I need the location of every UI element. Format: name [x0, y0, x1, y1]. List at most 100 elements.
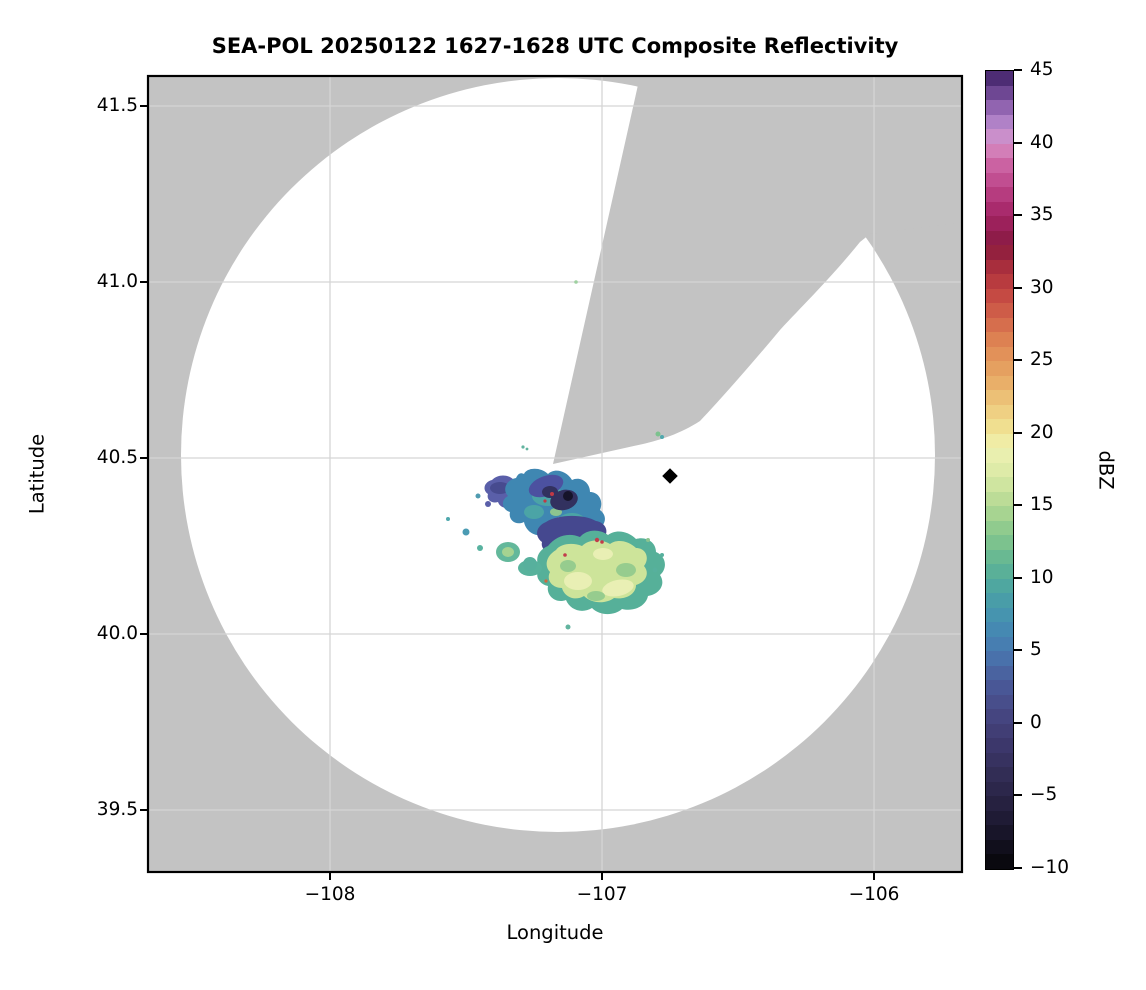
y-tick-label: 39.5: [96, 799, 138, 820]
colorbar-band: [986, 564, 1013, 580]
colorbar-band: [986, 651, 1013, 667]
x-tick-label: −108: [304, 884, 356, 905]
colorbar-band: [986, 346, 1013, 362]
colorbar-band: [986, 288, 1013, 304]
colorbar-band: [986, 361, 1013, 377]
colorbar-band: [986, 433, 1013, 449]
colorbar-label: dBZ: [1094, 450, 1118, 490]
colorbar-tick-mark: [1014, 141, 1022, 144]
colorbar-band: [986, 549, 1013, 565]
colorbar-band: [986, 303, 1013, 319]
colorbar-band: [986, 187, 1013, 203]
colorbar-band: [986, 752, 1013, 768]
colorbar-band: [986, 100, 1013, 116]
colorbar-band: [986, 230, 1013, 246]
colorbar-band: [986, 462, 1013, 478]
colorbar-tick-label: 5: [1030, 639, 1042, 661]
colorbar-band: [986, 738, 1013, 754]
colorbar-tick-mark: [1014, 214, 1022, 217]
colorbar-band: [986, 448, 1013, 464]
colorbar-band: [986, 694, 1013, 710]
colorbar-band: [986, 491, 1013, 507]
colorbar-tick-mark: [1014, 794, 1022, 797]
x-tick-label: −106: [848, 884, 900, 905]
colorbar-tick-mark: [1014, 359, 1022, 362]
colorbar-tick-label: 35: [1030, 204, 1054, 226]
colorbar-tick-mark: [1014, 649, 1022, 652]
colorbar-band: [986, 506, 1013, 522]
colorbar-band: [986, 520, 1013, 536]
blocked-sector: [553, 76, 962, 464]
colorbar-band: [986, 317, 1013, 333]
colorbar-band: [986, 796, 1013, 812]
colorbar-band: [986, 245, 1013, 261]
colorbar-band: [986, 419, 1013, 435]
y-tick-label: 41.0: [96, 271, 138, 292]
colorbar-band: [986, 477, 1013, 493]
y-tick-label: 40.0: [96, 623, 138, 644]
colorbar-band: [986, 390, 1013, 406]
colorbar-tick-label: 15: [1030, 494, 1054, 516]
colorbar-band: [986, 216, 1013, 232]
x-tick-label: −107: [576, 884, 628, 905]
colorbar-band: [986, 781, 1013, 797]
colorbar-band: [986, 129, 1013, 145]
colorbar-tick-label: −5: [1030, 784, 1058, 806]
colorbar-band: [986, 680, 1013, 696]
colorbar-band: [986, 71, 1013, 86]
gridlines: [148, 76, 962, 872]
colorbar-band: [986, 143, 1013, 159]
y-tick-label: 40.5: [96, 447, 138, 468]
colorbar-band: [986, 622, 1013, 638]
colorbar-band: [986, 85, 1013, 101]
colorbar-band: [986, 172, 1013, 188]
colorbar-band: [986, 810, 1013, 826]
colorbar-tick-mark: [1014, 576, 1022, 579]
colorbar: [985, 70, 1014, 870]
colorbar-band: [986, 767, 1013, 783]
colorbar-band: [986, 607, 1013, 623]
colorbar-tick-label: 25: [1030, 349, 1054, 371]
colorbar-band: [986, 274, 1013, 290]
colorbar-gradient: [986, 71, 1013, 870]
page-title: SEA-POL 20250122 1627-1628 UTC Composite…: [211, 34, 899, 58]
colorbar-tick-mark: [1014, 69, 1022, 71]
colorbar-band: [986, 201, 1013, 217]
colorbar-band: [986, 375, 1013, 391]
colorbar-tick-label: 20: [1030, 421, 1054, 443]
colorbar-tick-label: −10: [1030, 857, 1070, 878]
colorbar-band: [986, 723, 1013, 739]
colorbar-band: [986, 332, 1013, 348]
y-tick-label: 41.5: [96, 95, 138, 116]
colorbar-band: [986, 114, 1013, 130]
colorbar-tick-mark: [1014, 721, 1022, 724]
colorbar-band: [986, 665, 1013, 681]
colorbar-band: [986, 636, 1013, 652]
colorbar-tick-label: 0: [1030, 711, 1042, 733]
reflectivity-echoes: [446, 280, 665, 630]
colorbar-band: [986, 404, 1013, 420]
plot-frame: [146, 74, 964, 874]
x-axis-label: Longitude: [506, 921, 604, 944]
colorbar-band: [986, 578, 1013, 594]
colorbar-tick-label: 40: [1030, 131, 1054, 153]
colorbar-band: [986, 593, 1013, 609]
colorbar-tick-mark: [1014, 504, 1022, 507]
y-axis-label: Latitude: [25, 433, 49, 515]
colorbar-tick-mark: [1014, 867, 1022, 869]
colorbar-band: [986, 158, 1013, 174]
colorbar-band: [986, 709, 1013, 725]
colorbar-tick-label: 30: [1030, 276, 1054, 298]
colorbar-band: [986, 854, 1013, 870]
colorbar-band: [986, 535, 1013, 551]
colorbar-tick-label: 10: [1030, 566, 1054, 588]
colorbar-band: [986, 825, 1013, 841]
axis-ticks: [140, 105, 875, 880]
radar-plot: [140, 74, 964, 880]
colorbar-band: [986, 839, 1013, 855]
colorbar-band: [986, 259, 1013, 275]
colorbar-tick-label: 45: [1030, 59, 1054, 80]
colorbar-tick-mark: [1014, 286, 1022, 289]
colorbar-tick-mark: [1014, 431, 1022, 434]
